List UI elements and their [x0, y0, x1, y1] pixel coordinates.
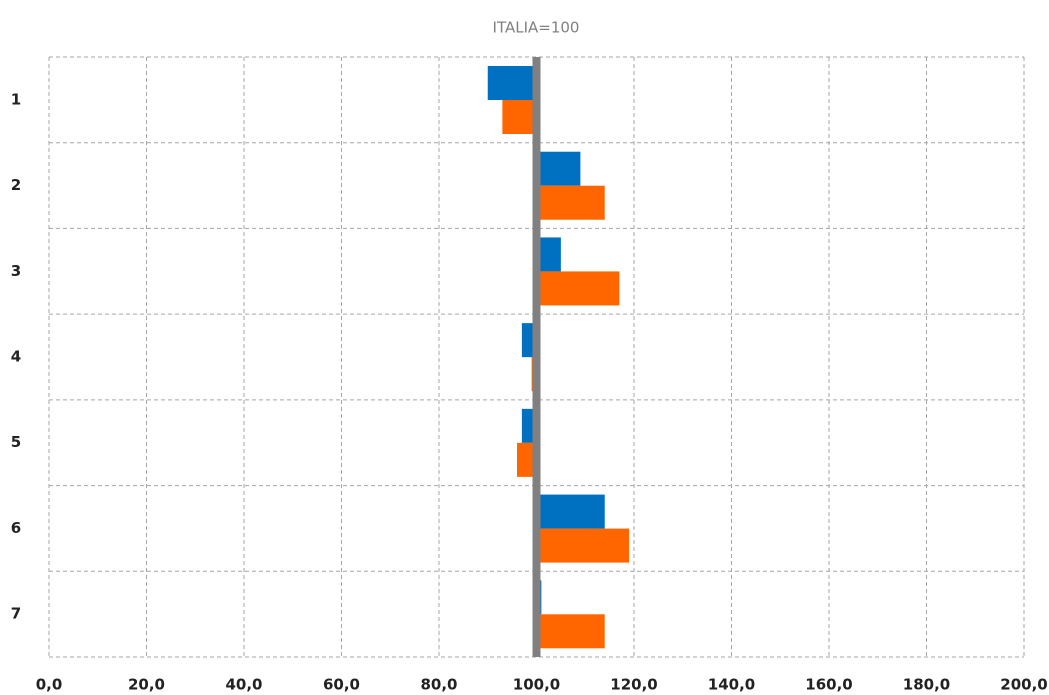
bar: [502, 100, 537, 134]
bar: [536, 151, 581, 186]
x-tick-label: 160,0: [805, 676, 852, 694]
bar: [536, 494, 605, 529]
bar: [536, 528, 630, 563]
x-tick-label: 140,0: [708, 676, 755, 694]
y-tick-label: 5: [11, 433, 21, 451]
x-tick-label: 40,0: [225, 676, 262, 694]
x-tick-label: 100,0: [513, 676, 560, 694]
y-tick-label: 4: [11, 348, 21, 366]
x-tick-label: 200,0: [1000, 676, 1047, 694]
bar: [536, 237, 561, 272]
bar: [536, 614, 605, 649]
chart-title: ITALIA=100: [493, 19, 580, 37]
y-tick-label: 6: [11, 519, 21, 537]
x-tick-label: 180,0: [903, 676, 950, 694]
x-tick-label: 80,0: [420, 676, 457, 694]
y-tick-label: 7: [11, 605, 21, 623]
bar: [536, 271, 620, 306]
y-tick-label: 1: [11, 90, 21, 108]
bar: [487, 66, 537, 100]
y-tick-label: 3: [11, 262, 21, 280]
x-tick-label: 60,0: [323, 676, 360, 694]
y-tick-label: 2: [11, 176, 21, 194]
bar: [517, 442, 537, 477]
bar: [536, 185, 605, 220]
x-tick-label: 120,0: [610, 676, 657, 694]
x-tick-label: 0,0: [36, 676, 63, 694]
x-tick-label: 20,0: [128, 676, 165, 694]
